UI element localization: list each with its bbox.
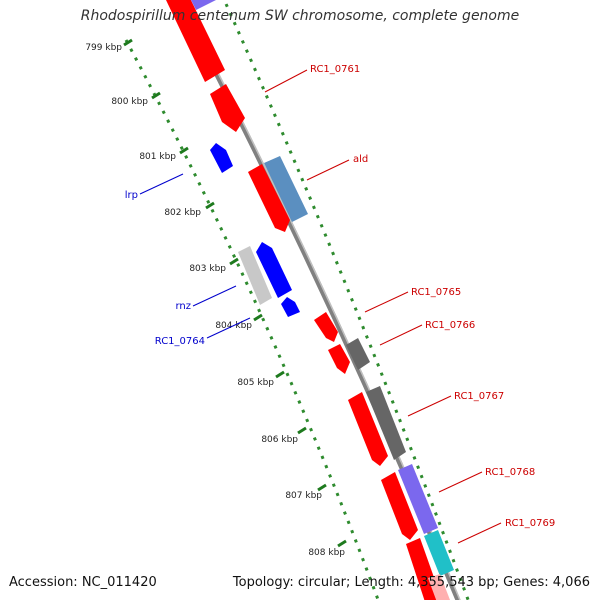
kbp-label: 806 kbp	[261, 435, 298, 445]
forward-gene-arrow	[248, 164, 290, 232]
gene-label: RC1_0765	[411, 287, 461, 298]
gene-label: rnz	[175, 301, 191, 312]
kbp-label: 799 kbp	[85, 43, 122, 53]
tick-mark	[179, 146, 189, 155]
forward-gene-arrow	[314, 312, 338, 342]
kbp-label: 801 kbp	[139, 152, 176, 162]
label-leader	[192, 285, 237, 307]
tick-mark	[337, 539, 347, 548]
reverse-gene-arrow	[210, 143, 233, 173]
gene-bar-cyan	[424, 530, 454, 576]
kbp-label: 803 kbp	[189, 264, 226, 274]
gene-label: RC1_0767	[454, 391, 504, 402]
genome-title: Rhodospirillum centenum SW chromosome, c…	[80, 8, 520, 24]
label-leader	[457, 522, 502, 544]
kbp-tick-marks	[123, 38, 347, 548]
forward-gene-arrow	[166, 0, 225, 82]
reverse-gene-arrow	[281, 297, 300, 317]
other-gene-bar	[366, 386, 406, 460]
gene-arrow-purple	[191, 0, 216, 10]
label-leader	[379, 324, 423, 346]
forward-gene-arrow	[328, 344, 350, 374]
label-leader	[438, 471, 483, 493]
kbp-label: 808 kbp	[308, 548, 345, 558]
reverse-gene-arrow	[256, 242, 292, 298]
forward-gene-arrow	[210, 84, 245, 132]
tick-mark	[297, 426, 307, 435]
gene-label: lrp	[125, 190, 138, 201]
pseudo-gene-bar	[238, 246, 272, 305]
tick-mark	[317, 483, 327, 492]
inner-tick-track	[124, 39, 380, 600]
forward-gene-labels: RC1_0761 ald RC1_0765 RC1_0766 RC1_0767 …	[264, 64, 555, 544]
gene-label: RC1_0764	[155, 336, 205, 347]
other-gene-bar	[346, 338, 370, 370]
gene-label: RC1_0769	[505, 518, 555, 529]
label-leader	[306, 159, 350, 181]
label-leader	[264, 69, 308, 93]
kbp-label: 807 kbp	[285, 491, 322, 501]
tick-mark	[275, 370, 285, 379]
label-leader	[407, 395, 452, 417]
label-leader	[139, 173, 184, 195]
gene-bar-purple	[398, 464, 438, 534]
genome-summary-text: Topology: circular; Length: 4,355,543 bp…	[232, 575, 590, 590]
tick-mark	[229, 257, 239, 266]
gene-label: RC1_0768	[485, 467, 535, 478]
forward-strand-features	[166, 0, 454, 600]
gene-label: RC1_0761	[310, 64, 360, 75]
label-leader	[364, 291, 409, 313]
kbp-label: 805 kbp	[237, 378, 274, 388]
reverse-gene-labels: lrp rnz RC1_0764	[125, 173, 251, 347]
gene-bar-pink	[428, 574, 450, 600]
forward-gene-arrow	[348, 392, 388, 466]
label-leader	[206, 317, 251, 339]
gene-label: ald	[353, 154, 368, 165]
tick-mark	[151, 91, 161, 100]
kbp-label: 802 kbp	[164, 208, 201, 218]
forward-gene-arrow	[381, 472, 418, 540]
outer-tick-track	[222, 0, 470, 600]
gene-label: RC1_0766	[425, 320, 475, 331]
tick-mark	[253, 313, 263, 322]
tick-mark	[123, 38, 133, 47]
kbp-label: 800 kbp	[111, 97, 148, 107]
accession-text: Accession: NC_011420	[9, 575, 157, 590]
reverse-strand-features	[210, 143, 300, 317]
rna-gene-bar	[264, 156, 308, 222]
tick-mark	[205, 201, 215, 210]
